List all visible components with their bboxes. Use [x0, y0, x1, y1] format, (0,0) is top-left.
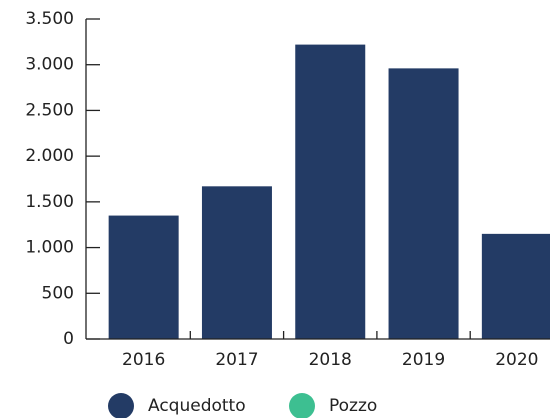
bar — [108, 215, 179, 339]
legend-swatch — [289, 393, 315, 418]
bar — [295, 44, 366, 339]
legend-swatch — [108, 393, 134, 418]
legend-label: Acquedotto — [148, 396, 246, 416]
y-tick-label: 3.500 — [25, 9, 74, 29]
y-tick-label: 1.500 — [25, 192, 74, 212]
y-tick-label: 3.000 — [25, 55, 74, 75]
bar — [201, 186, 272, 339]
bar — [388, 68, 459, 339]
y-tick-label: 2.500 — [25, 100, 74, 120]
y-tick-label: 500 — [42, 283, 74, 303]
x-tick-label: 2017 — [215, 350, 258, 370]
x-tick-label: 2018 — [309, 350, 352, 370]
x-tick-label: 2016 — [122, 350, 165, 370]
x-tick-label: 2019 — [402, 350, 445, 370]
y-tick-label: 1.000 — [25, 238, 74, 258]
y-tick-label: 2.000 — [25, 146, 74, 166]
legend-label: Pozzo — [329, 396, 377, 416]
bar — [481, 233, 550, 339]
x-tick-label: 2020 — [495, 350, 538, 370]
y-tick-label: 0 — [63, 329, 74, 349]
